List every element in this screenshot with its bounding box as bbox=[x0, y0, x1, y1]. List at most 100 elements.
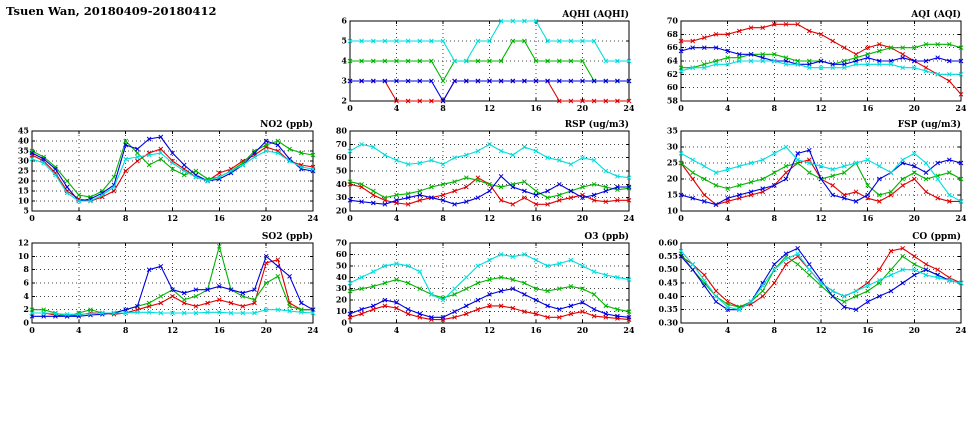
y-tick-label: 5 bbox=[23, 206, 29, 216]
y-tick-label: 0.50 bbox=[659, 264, 679, 274]
y-tick-label: 70 bbox=[667, 16, 679, 26]
series-markers-cyan bbox=[678, 248, 964, 313]
x-tick-label: 16 bbox=[862, 325, 874, 335]
x-tick-label: 24 bbox=[623, 325, 634, 335]
y-tick-label: 0.40 bbox=[659, 291, 679, 301]
x-tick-label: 8 bbox=[123, 325, 129, 335]
y-tick-label: 30 bbox=[336, 192, 348, 202]
x-tick-label: 16 bbox=[862, 213, 874, 223]
x-tick-label: 0 bbox=[347, 325, 353, 335]
x-tick-label: 20 bbox=[909, 213, 921, 223]
x-tick-label: 8 bbox=[772, 325, 778, 335]
chart-svg-rsp: 0 4 8 12 16 20 24 20 30 40 50 60 70 80 RSP (ug/m3) bbox=[336, 119, 634, 223]
series-markers-red bbox=[347, 303, 632, 322]
chart-svg-fsp: 0 4 8 12 16 20 24 10 15 20 25 30 35 FSP (ug/m3) bbox=[667, 119, 966, 223]
chart-no2: 0 4 8 12 16 20 24 5 10 15 20 25 30 35 40 45 NO2 (ppb) bbox=[6, 118, 318, 226]
x-tick-label: 20 bbox=[577, 213, 589, 223]
x-tick-label: 12 bbox=[167, 325, 178, 335]
y-tick-label: 68 bbox=[667, 29, 679, 39]
y-tick-label: 0.35 bbox=[659, 304, 678, 314]
y-tick-label: 6 bbox=[341, 16, 347, 26]
x-tick-label: 4 bbox=[76, 213, 82, 223]
x-tick-label: 16 bbox=[530, 103, 542, 113]
x-tick-label: 24 bbox=[955, 213, 966, 223]
series-markers-cyan bbox=[347, 252, 632, 303]
series-markers-cyan bbox=[29, 148, 316, 204]
x-tick-label: 20 bbox=[577, 325, 589, 335]
x-tick-label: 20 bbox=[577, 103, 589, 113]
y-tick-label: 10 bbox=[18, 196, 30, 206]
y-tick-label: 20 bbox=[667, 174, 679, 184]
x-tick-label: 16 bbox=[214, 325, 226, 335]
x-tick-label: 8 bbox=[440, 103, 446, 113]
y-tick-label: 4 bbox=[23, 291, 29, 301]
x-tick-label: 24 bbox=[307, 213, 318, 223]
x-tick-label: 0 bbox=[347, 213, 353, 223]
x-tick-label: 24 bbox=[623, 213, 634, 223]
y-tick-label: 2 bbox=[341, 96, 347, 106]
x-tick-label: 12 bbox=[815, 103, 826, 113]
x-tick-label: 12 bbox=[815, 325, 826, 335]
y-tick-label: 60 bbox=[336, 152, 348, 162]
series-markers-cyan bbox=[678, 58, 964, 77]
x-tick-label: 16 bbox=[530, 213, 542, 223]
y-tick-label: 20 bbox=[18, 176, 30, 186]
y-tick-label: 58 bbox=[667, 96, 679, 106]
y-tick-label: 3 bbox=[341, 76, 347, 86]
x-tick-label: 4 bbox=[76, 325, 82, 335]
y-tick-label: 40 bbox=[336, 179, 348, 189]
y-tick-label: 0 bbox=[23, 318, 29, 328]
y-tick-label: 60 bbox=[667, 82, 679, 92]
chart-title: FSP (ug/m3) bbox=[898, 119, 961, 130]
series-markers-blue bbox=[678, 147, 964, 207]
y-tick-label: 66 bbox=[667, 42, 679, 52]
x-tick-label: 4 bbox=[394, 103, 400, 113]
x-tick-label: 4 bbox=[725, 103, 731, 113]
chart-rsp: 0 4 8 12 16 20 24 20 30 40 50 60 70 80 RSP (ug/m3) bbox=[324, 118, 634, 226]
y-tick-label: 30 bbox=[336, 283, 348, 293]
y-tick-label: 5 bbox=[341, 36, 347, 46]
y-tick-label: 45 bbox=[18, 126, 29, 136]
x-tick-label: 0 bbox=[678, 103, 684, 113]
y-tick-label: 20 bbox=[336, 295, 348, 305]
chart-title: AQI (AQI) bbox=[910, 9, 961, 20]
y-tick-label: 70 bbox=[336, 139, 348, 149]
chart-svg-aqhi: 0 4 8 12 16 20 24 2 3 4 5 6 AQHI (AQHI) bbox=[341, 9, 634, 113]
y-tick-label: 6 bbox=[23, 278, 29, 288]
chart-title: RSP (ug/m3) bbox=[565, 119, 629, 130]
y-tick-label: 80 bbox=[336, 126, 348, 136]
x-tick-label: 8 bbox=[772, 213, 778, 223]
chart-title: CO (ppm) bbox=[912, 231, 961, 242]
chart-aqhi: 0 4 8 12 16 20 24 2 3 4 5 6 AQHI (AQHI) bbox=[324, 8, 634, 116]
x-tick-label: 20 bbox=[261, 325, 273, 335]
y-tick-label: 25 bbox=[667, 158, 678, 168]
x-tick-label: 20 bbox=[909, 103, 921, 113]
y-tick-label: 50 bbox=[336, 166, 348, 176]
y-tick-label: 40 bbox=[18, 136, 30, 146]
x-tick-label: 8 bbox=[440, 325, 446, 335]
x-tick-label: 12 bbox=[484, 213, 495, 223]
y-tick-label: 0.45 bbox=[659, 278, 678, 288]
y-tick-label: 10 bbox=[667, 206, 679, 216]
series-markers-blue bbox=[29, 253, 316, 319]
chart-co: 0 4 8 12 16 20 24 0.30 0.35 0.40 0.45 0.50 0.55 0.60 C… bbox=[655, 230, 966, 338]
chart-fsp: 0 4 8 12 16 20 24 10 15 20 25 30 35 FSP (ug/m3) bbox=[655, 118, 966, 226]
series-markers-blue bbox=[29, 134, 316, 204]
y-tick-label: 30 bbox=[667, 142, 679, 152]
x-tick-label: 0 bbox=[678, 213, 684, 223]
x-tick-label: 0 bbox=[29, 213, 35, 223]
chart-title: NO2 (ppb) bbox=[260, 119, 313, 130]
chart-o3: 0 4 8 12 16 20 24 0 10 20 30 40 50 60 70 O3 (ppb) bbox=[324, 230, 634, 338]
x-tick-label: 4 bbox=[725, 213, 731, 223]
y-tick-label: 50 bbox=[336, 260, 348, 270]
x-tick-label: 12 bbox=[484, 325, 495, 335]
y-tick-label: 70 bbox=[336, 238, 348, 248]
series-markers-cyan bbox=[678, 144, 964, 204]
y-tick-label: 62 bbox=[667, 69, 678, 79]
y-tick-label: 20 bbox=[336, 206, 348, 216]
y-tick-label: 10 bbox=[18, 251, 30, 261]
chart-svg-co: 0 4 8 12 16 20 24 0.30 0.35 0.40 0.45 0.50 0.55 0.60 C… bbox=[659, 231, 966, 335]
